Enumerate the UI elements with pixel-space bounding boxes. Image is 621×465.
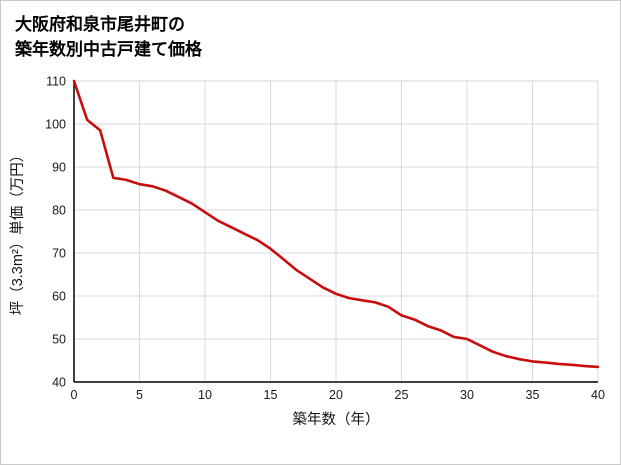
y-tick-label: 90 xyxy=(52,161,66,175)
chart-page: 大阪府和泉市尾井町の 築年数別中古戸建て価格 0 5 10 15 20 25 30 35 40 4… xyxy=(1,1,620,449)
x-axis-label: 築年数（年） xyxy=(293,410,380,428)
y-tick-label: 40 xyxy=(52,376,66,390)
chart-title-line2: 築年数別中古戸建て価格 xyxy=(15,39,202,59)
x-tick-label: 30 xyxy=(460,388,474,402)
chart-title: 大阪府和泉市尾井町の 築年数別中古戸建て価格 xyxy=(1,1,620,62)
x-tick-label: 15 xyxy=(264,388,278,402)
price-line xyxy=(72,79,600,369)
x-tick-label: 5 xyxy=(136,388,143,402)
y-tick-label: 80 xyxy=(52,204,66,218)
y-axis-label: 坪（3.3m²）単価（万円） xyxy=(9,148,26,316)
y-tick-label: 60 xyxy=(52,290,66,304)
chart-title-line1: 大阪府和泉市尾井町の xyxy=(15,15,185,34)
x-tick-label: 40 xyxy=(591,388,605,402)
y-tick-label: 110 xyxy=(46,75,66,89)
x-tick-label: 20 xyxy=(329,388,343,402)
x-tick-label: 35 xyxy=(526,388,540,402)
x-tick-label: 0 xyxy=(71,388,78,402)
line-chart: 0 5 10 15 20 25 30 35 40 40 50 60 70 80 90 100 110 築年数（年）… xyxy=(9,75,605,429)
y-tick-label: 70 xyxy=(52,247,66,261)
y-tick-label: 50 xyxy=(52,333,66,347)
y-tick-label: 100 xyxy=(45,118,66,132)
x-tick-label: 10 xyxy=(198,388,212,402)
x-tick-label: 25 xyxy=(395,388,409,402)
